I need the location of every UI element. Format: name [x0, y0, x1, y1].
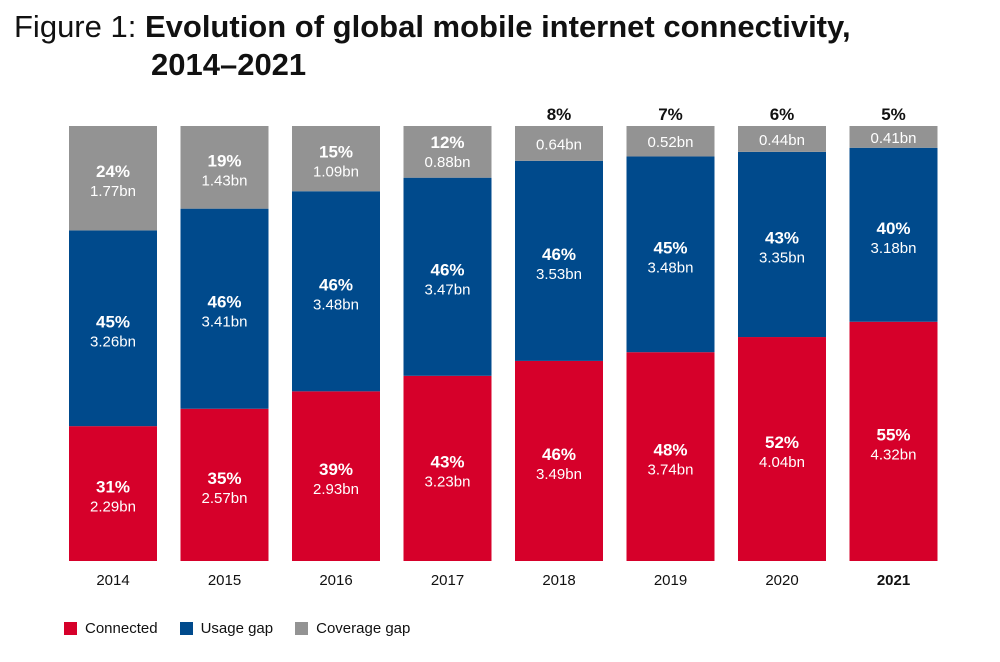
pct-label-connected-2015: 35% — [207, 469, 241, 488]
chart-legend: Connected Usage gap Coverage gap — [64, 620, 410, 637]
pct-label-coverage-gap-2014: 24% — [96, 162, 130, 181]
value-label-usage-gap-2017: 3.47bn — [425, 282, 471, 299]
value-label-usage-gap-2018: 3.53bn — [536, 266, 582, 283]
value-label-usage-gap-2019: 3.48bn — [648, 259, 694, 276]
x-tick-label-2015: 2015 — [208, 572, 241, 589]
value-label-connected-2015: 2.57bn — [202, 490, 248, 507]
pct-label-connected-2016: 39% — [319, 460, 353, 479]
pct-label-usage-gap-2017: 46% — [430, 261, 464, 280]
bar-coverage-gap-2020 — [738, 126, 826, 152]
value-label-coverage-gap-2019: 0.52bn — [648, 134, 694, 151]
value-label-connected-2019: 3.74bn — [648, 462, 694, 479]
bar-connected-2018 — [515, 360, 603, 561]
legend-item-usage-gap: Usage gap — [179, 620, 274, 637]
bar-usage-gap-2014 — [69, 230, 157, 427]
figure-title-line1: Evolution of global mobile internet conn… — [144, 9, 851, 44]
bar-usage-gap-2021 — [849, 147, 938, 322]
x-tick-label-2016: 2016 — [319, 572, 352, 589]
pct-label-coverage-gap-2019: 7% — [658, 105, 683, 124]
bar-usage-gap-2016 — [292, 191, 380, 392]
bar-connected-2015 — [180, 408, 269, 561]
value-label-connected-2021: 4.32bn — [871, 446, 917, 463]
x-tick-label-2018: 2018 — [542, 572, 575, 589]
figure-title-line2: 2014–2021 — [151, 47, 307, 82]
value-label-usage-gap-2020: 3.35bn — [759, 249, 805, 266]
figure-label: Figure 1: — [14, 9, 137, 44]
pct-label-usage-gap-2021: 40% — [876, 219, 910, 238]
pct-label-coverage-gap-2021: 5% — [881, 105, 906, 124]
value-label-coverage-gap-2020: 0.44bn — [759, 132, 805, 149]
bar-coverage-gap-2014 — [69, 126, 157, 231]
bar-coverage-gap-2018 — [515, 126, 603, 161]
pct-label-connected-2019: 48% — [653, 441, 687, 460]
value-label-connected-2017: 3.23bn — [425, 473, 471, 490]
value-label-usage-gap-2014: 3.26bn — [90, 333, 136, 350]
pct-label-connected-2020: 52% — [765, 433, 799, 452]
legend-label-usage-gap: Usage gap — [200, 620, 274, 637]
bar-usage-gap-2015 — [180, 208, 269, 409]
pct-label-coverage-gap-2017: 12% — [430, 133, 464, 152]
value-label-coverage-gap-2017: 0.88bn — [425, 154, 471, 171]
bar-connected-2017 — [403, 375, 492, 561]
value-label-connected-2016: 2.93bn — [313, 481, 359, 498]
legend-label-coverage-gap: Coverage gap — [316, 620, 411, 637]
x-tick-label-2020: 2020 — [765, 572, 798, 589]
bar-connected-2016 — [292, 391, 380, 561]
value-label-coverage-gap-2016: 1.09bn — [313, 164, 359, 181]
pct-label-usage-gap-2019: 45% — [653, 238, 687, 257]
value-label-usage-gap-2015: 3.41bn — [202, 314, 248, 331]
bar-connected-2020 — [738, 337, 826, 561]
legend-swatch-connected — [64, 622, 77, 635]
x-tick-label-2021: 2021 — [877, 572, 910, 589]
bar-usage-gap-2019 — [626, 156, 715, 353]
bar-usage-gap-2020 — [738, 151, 826, 338]
value-label-coverage-gap-2015: 1.43bn — [202, 172, 248, 189]
pct-label-connected-2021: 55% — [876, 425, 910, 444]
x-tick-label-2019: 2019 — [654, 572, 687, 589]
pct-label-coverage-gap-2015: 19% — [207, 151, 241, 170]
bar-connected-2019 — [626, 352, 715, 561]
pct-label-usage-gap-2016: 46% — [319, 275, 353, 294]
bar-coverage-gap-2019 — [626, 126, 715, 157]
pct-label-connected-2014: 31% — [96, 478, 130, 497]
pct-label-coverage-gap-2016: 15% — [319, 143, 353, 162]
pct-label-usage-gap-2014: 45% — [96, 312, 130, 331]
bar-usage-gap-2017 — [403, 177, 492, 376]
pct-label-usage-gap-2020: 43% — [765, 228, 799, 247]
value-label-coverage-gap-2021: 0.41bn — [871, 130, 917, 147]
value-label-connected-2020: 4.04bn — [759, 454, 805, 471]
bar-connected-2014 — [69, 426, 157, 561]
legend-swatch-coverage-gap — [295, 622, 309, 635]
value-label-connected-2018: 3.49bn — [536, 466, 582, 483]
pct-label-usage-gap-2015: 46% — [207, 293, 241, 312]
figure-title: Figure 1: Evolution of global mobile int… — [14, 8, 994, 84]
legend-label-connected: Connected — [85, 620, 158, 637]
pct-label-usage-gap-2018: 46% — [542, 245, 576, 264]
bar-coverage-gap-2016 — [292, 126, 380, 192]
x-tick-label-2017: 2017 — [431, 572, 464, 589]
x-tick-label-2014: 2014 — [96, 572, 129, 589]
value-label-usage-gap-2016: 3.48bn — [313, 296, 359, 313]
legend-item-connected: Connected — [64, 620, 158, 637]
value-label-usage-gap-2021: 3.18bn — [871, 240, 917, 257]
legend-swatch-usage-gap — [179, 622, 193, 635]
value-label-coverage-gap-2014: 1.77bn — [90, 183, 136, 200]
pct-label-coverage-gap-2020: 6% — [770, 105, 795, 124]
bar-coverage-gap-2021 — [849, 126, 938, 148]
value-label-connected-2014: 2.29bn — [90, 499, 136, 516]
pct-label-coverage-gap-2018: 8% — [547, 105, 572, 124]
pct-label-connected-2017: 43% — [430, 452, 464, 471]
bar-coverage-gap-2015 — [180, 126, 269, 209]
legend-item-coverage-gap: Coverage gap — [295, 620, 410, 637]
pct-label-connected-2018: 46% — [542, 445, 576, 464]
bar-connected-2021 — [849, 321, 938, 561]
bar-coverage-gap-2017 — [403, 126, 492, 178]
bar-usage-gap-2018 — [515, 160, 603, 361]
value-label-coverage-gap-2018: 0.64bn — [536, 136, 582, 153]
